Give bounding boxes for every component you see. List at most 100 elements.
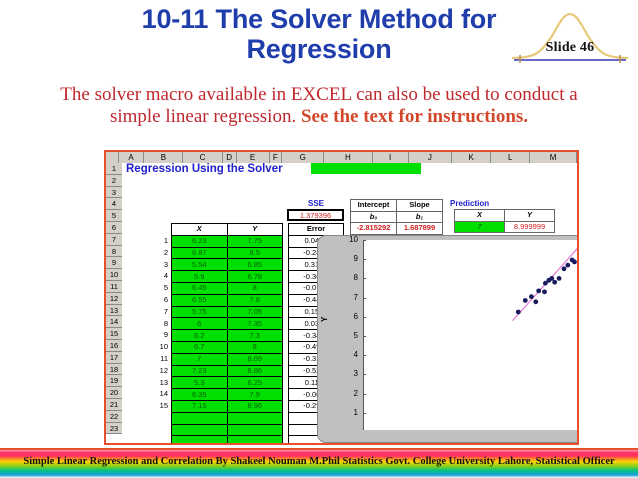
row-header-15[interactable]: 15 [106, 328, 122, 340]
row-header-23[interactable]: 23 [106, 423, 122, 435]
row-header-10[interactable]: 10 [106, 269, 122, 281]
x-cell[interactable]: 7.23 [171, 364, 228, 378]
row-header-9[interactable]: 9 [106, 257, 122, 270]
table-row[interactable]: 5.75 7.05 [171, 305, 283, 319]
b1-value[interactable]: 1.687899 [396, 222, 443, 235]
table-row[interactable] [171, 411, 283, 425]
table-row[interactable]: 6.35 7.9 [171, 388, 283, 401]
x-cell[interactable]: 7 [171, 352, 228, 366]
sse-value-cell[interactable]: 1.379396 [287, 209, 344, 221]
table-row[interactable]: 6.45 8 [171, 281, 283, 295]
table-row[interactable] [171, 435, 283, 443]
table-row[interactable]: 5.3 6.25 [171, 376, 283, 390]
table-row[interactable]: 6.7 8 [171, 340, 283, 354]
coef-value-row[interactable]: -2.815292 1.687899 [350, 222, 443, 235]
x-cell[interactable]: 6.55 [171, 293, 228, 307]
x-cell[interactable]: 6.23 [171, 234, 228, 248]
x-cell[interactable]: 6.2 [171, 329, 228, 342]
empty-cell[interactable] [226, 411, 283, 425]
y-cell[interactable]: 7.05 [226, 305, 283, 319]
b0-value[interactable]: -2.815292 [350, 222, 397, 235]
row-header-16[interactable]: 16 [106, 340, 122, 352]
column-header-c[interactable]: C [183, 152, 223, 163]
y-cell[interactable]: 6.25 [226, 376, 283, 390]
column-header-l[interactable]: L [491, 152, 531, 163]
y-cell[interactable]: 8.69 [226, 352, 283, 366]
y-cell[interactable]: 7.75 [226, 234, 283, 248]
y-cell[interactable]: 7.3 [226, 329, 283, 342]
y-cell[interactable]: 8.96 [226, 399, 283, 413]
empty-cell[interactable] [171, 411, 228, 425]
column-header-g[interactable]: G [282, 152, 325, 163]
column-header-j[interactable]: J [409, 152, 453, 163]
empty-cell[interactable] [226, 435, 283, 443]
table-row[interactable]: 5.9 6.78 [171, 270, 283, 283]
empty-cell[interactable] [171, 435, 228, 443]
row-header-18[interactable]: 18 [106, 364, 122, 376]
prediction-y-value[interactable]: 8.999999 [504, 220, 555, 234]
column-header-k[interactable]: K [452, 152, 492, 163]
row-header-14[interactable]: 14 [106, 316, 122, 329]
x-cell[interactable]: 5.75 [171, 305, 228, 319]
row-header-1[interactable]: 1 [106, 163, 122, 175]
table-row[interactable]: 7.23 8.86 [171, 364, 283, 378]
row-header-4[interactable]: 4 [106, 198, 122, 211]
empty-cell[interactable] [226, 423, 283, 437]
column-header-m[interactable]: M [530, 152, 577, 163]
column-header-a[interactable]: A [119, 152, 145, 163]
sheet-grid[interactable]: Regression Using the Solver SSE 1.379396… [122, 163, 577, 443]
table-row[interactable]: 6.87 8.5 [171, 246, 283, 260]
prediction-value-row[interactable]: 7 8.999999 [454, 220, 555, 234]
y-cell[interactable]: 6.85 [226, 258, 283, 272]
x-cell[interactable]: 5.54 [171, 258, 228, 272]
column-header-i[interactable]: I [373, 152, 409, 163]
column-header-b[interactable]: B [144, 152, 184, 163]
table-row[interactable]: 6.23 7.75 [171, 234, 283, 248]
column-header-e[interactable]: E [237, 152, 270, 163]
table-row[interactable]: 6.55 7.8 [171, 293, 283, 307]
table-row[interactable]: 5.54 6.85 [171, 258, 283, 272]
x-cell[interactable]: 6.45 [171, 281, 228, 295]
xy-table-body[interactable]: 6.23 7.75 6.87 8.5 5.54 6.85 5.9 6.78 6.45 8 6.55 7… [171, 234, 283, 443]
xy-data-table[interactable]: X Y 6.23 7.75 6.87 8.5 5.54 6.85 5.9 6.78 6.45 8 6… [171, 223, 283, 443]
row-header-8[interactable]: 8 [106, 246, 122, 258]
prediction-x-value[interactable]: 7 [454, 220, 505, 234]
row-header-20[interactable]: 20 [106, 387, 122, 399]
x-cell[interactable]: 6.87 [171, 246, 228, 260]
x-cell[interactable]: 5.9 [171, 270, 228, 283]
row-header-13[interactable]: 13 [106, 305, 122, 317]
row-header-2[interactable]: 2 [106, 175, 122, 187]
row-header-12[interactable]: 12 [106, 293, 122, 305]
column-header-h[interactable]: H [324, 152, 373, 163]
row-header-3[interactable]: 3 [106, 187, 122, 199]
table-row[interactable]: 6.2 7.3 [171, 329, 283, 342]
row-header-22[interactable]: 22 [106, 411, 122, 423]
row-header-17[interactable]: 17 [106, 352, 122, 364]
green-highlight-cell[interactable] [311, 163, 421, 174]
x-cell[interactable]: 6.7 [171, 340, 228, 354]
y-cell[interactable]: 8 [226, 340, 283, 354]
row-header-5[interactable]: 5 [106, 210, 122, 222]
column-header-f[interactable]: F [270, 152, 283, 163]
x-cell[interactable]: 7.15 [171, 399, 228, 413]
x-cell[interactable]: 6 [171, 317, 228, 331]
row-header-11[interactable]: 11 [106, 281, 122, 293]
y-cell[interactable]: 8.86 [226, 364, 283, 378]
y-cell[interactable]: 6.78 [226, 270, 283, 283]
row-header-21[interactable]: 21 [106, 399, 122, 411]
y-cell[interactable]: 7.9 [226, 388, 283, 401]
scatter-chart[interactable]: Y 1 2 3 4 5 6 7 8 9 10 [317, 235, 577, 443]
row-header-7[interactable]: 7 [106, 234, 122, 246]
row-header-6[interactable]: 6 [106, 222, 122, 234]
table-row[interactable]: 6 7.35 [171, 317, 283, 331]
table-row[interactable] [171, 423, 283, 437]
x-cell[interactable]: 6.35 [171, 388, 228, 401]
x-cell[interactable]: 5.3 [171, 376, 228, 390]
column-header-d[interactable]: D [223, 152, 237, 163]
y-cell[interactable]: 7.8 [226, 293, 283, 307]
table-row[interactable]: 7 8.69 [171, 352, 283, 366]
y-cell[interactable]: 7.35 [226, 317, 283, 331]
row-header-column[interactable]: 1 2 3 4 5 6 7 8 9 10 11 12 13 14 15 16 17 18 19 20 21 22 23 [106, 163, 123, 435]
table-row[interactable]: 7.15 8.96 [171, 399, 283, 413]
